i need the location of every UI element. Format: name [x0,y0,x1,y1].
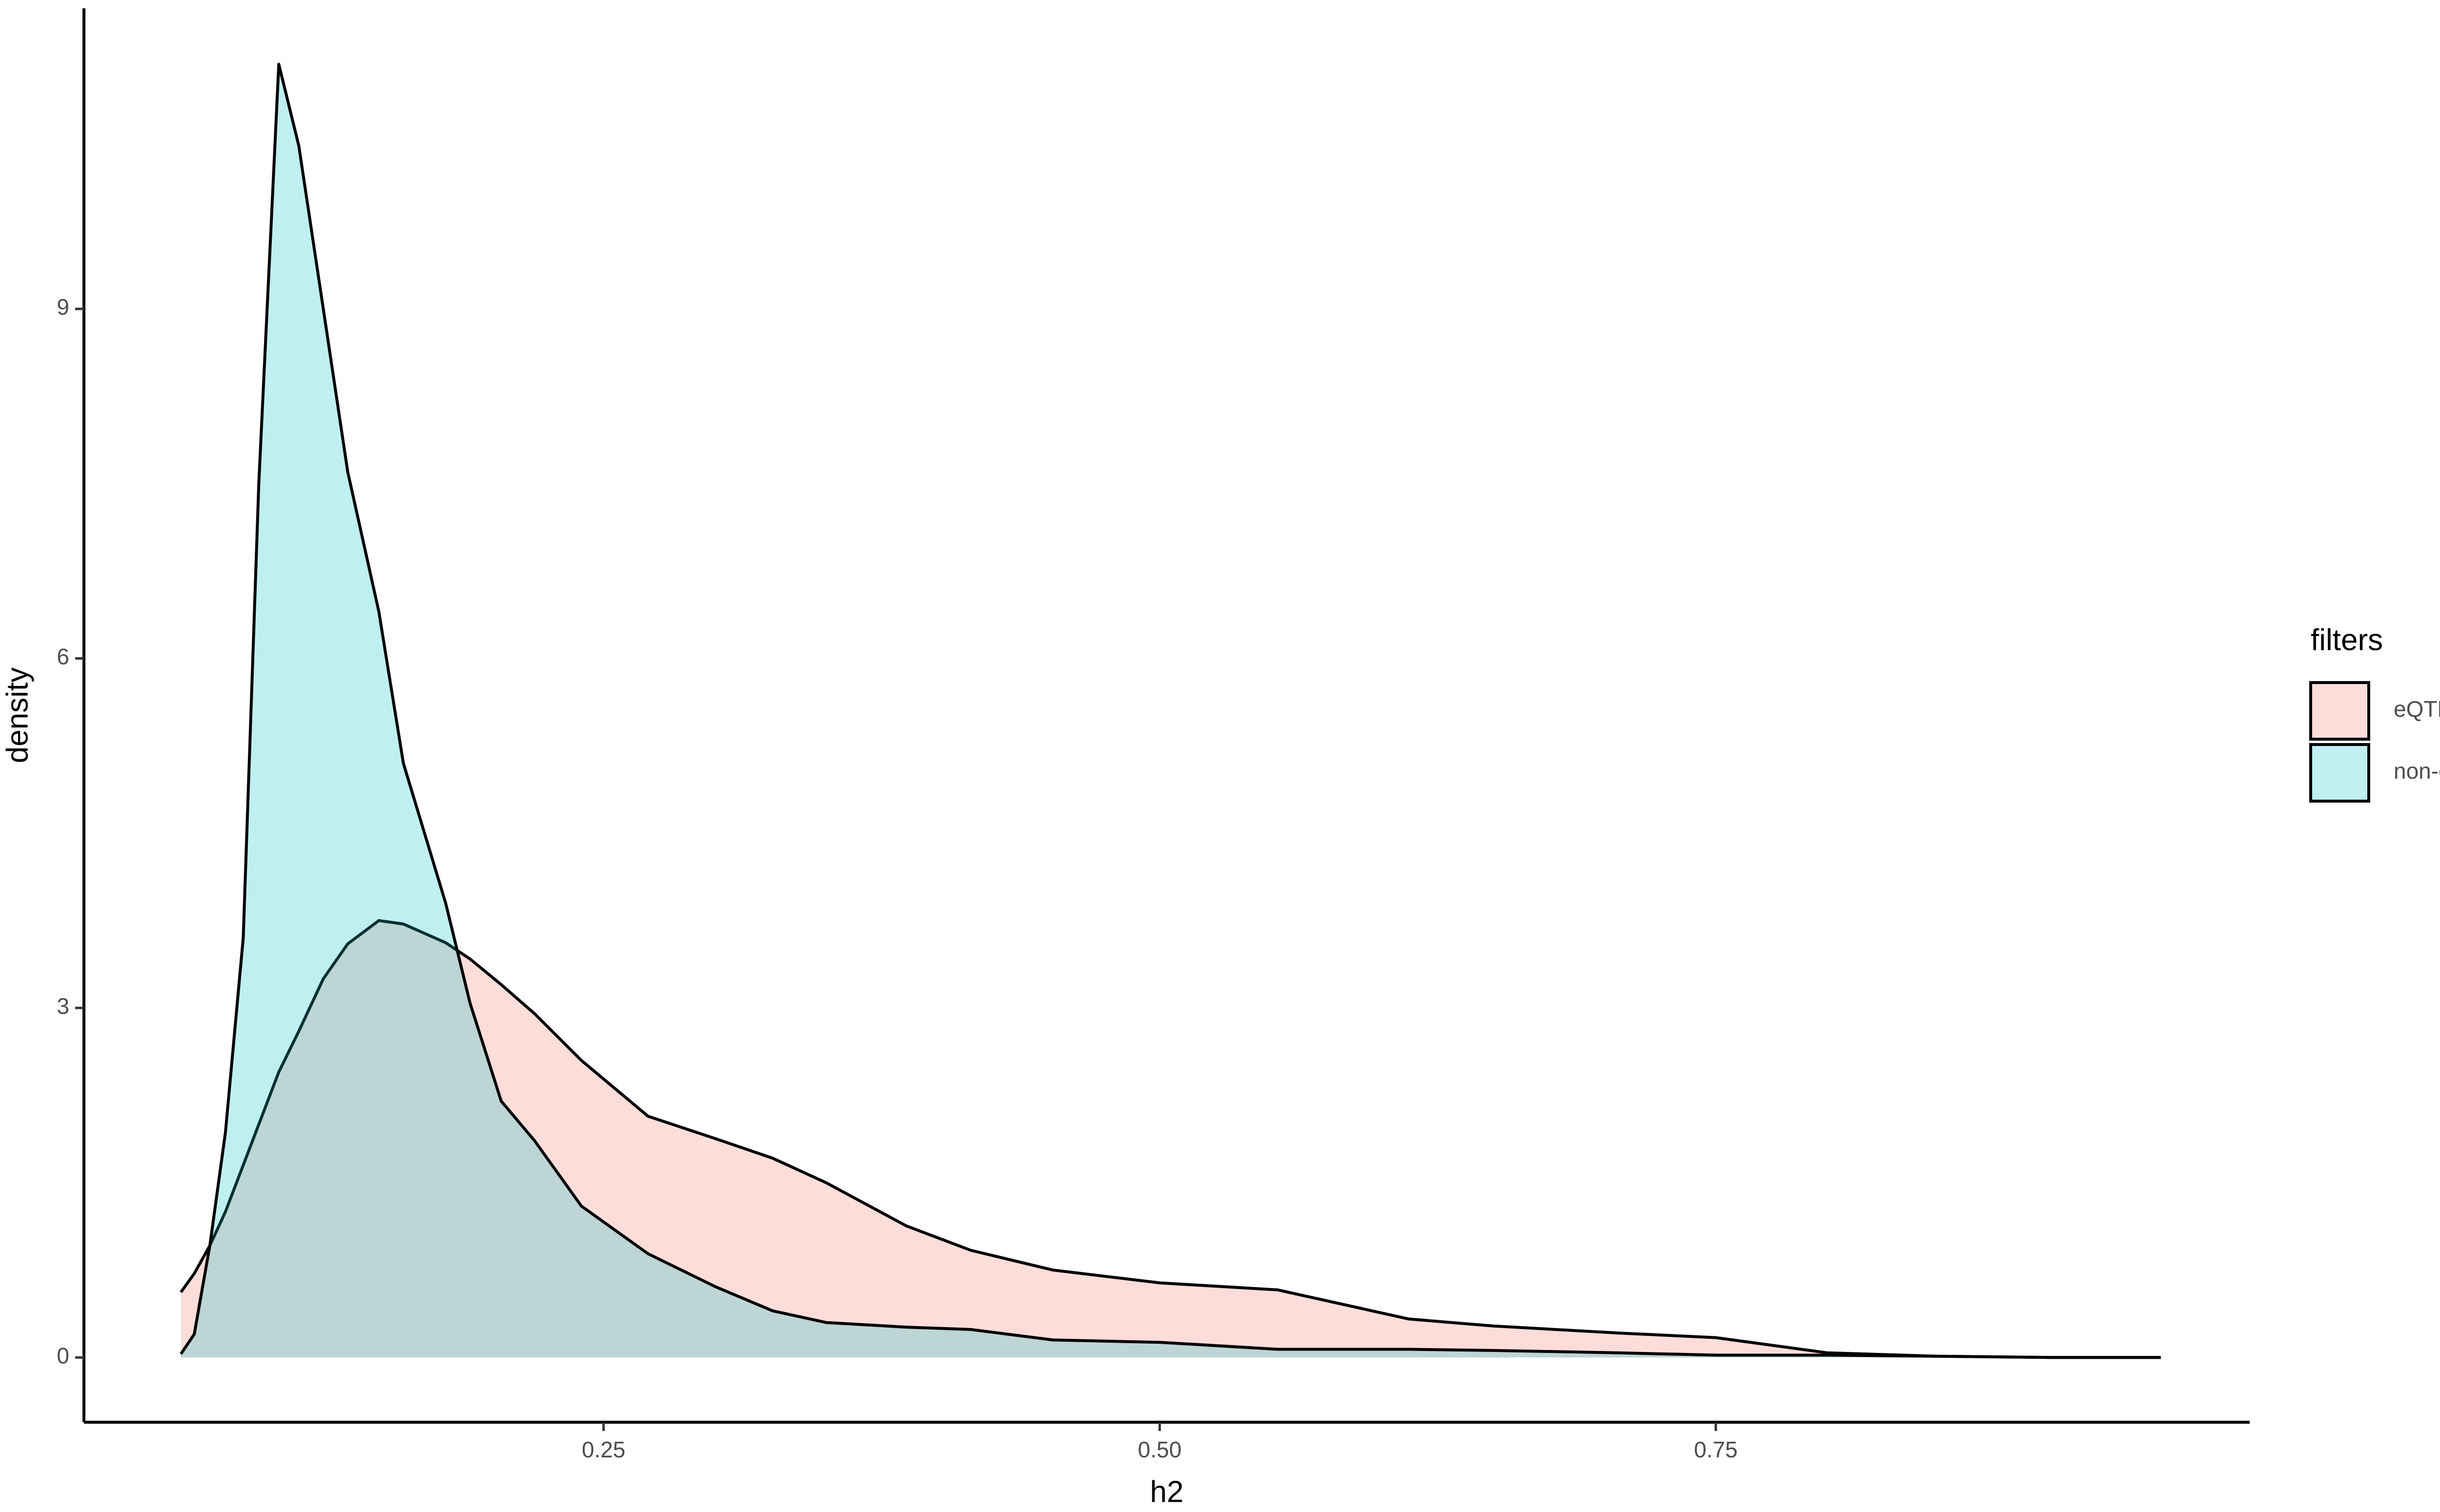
density-area [181,64,2161,1358]
x-tick-label: 0.25 [582,1437,626,1462]
density-line [180,919,2161,1359]
y-axis-title: density [0,667,34,763]
y-tick-label: 3 [57,993,69,1019]
y-tick-label: 0 [57,1343,69,1368]
legend-key [2309,743,2370,803]
x-tick-label: 0.50 [1138,1437,1182,1462]
legend-title: filters [2311,623,2383,657]
legend-label: eQTL [2394,696,2440,722]
density-area [181,920,2161,1358]
density-line [180,62,2161,1359]
y-tick-label: 6 [57,644,69,669]
legend-label: non-eQTL [2394,758,2440,784]
x-axis-title: h2 [1150,1475,1184,1509]
x-tick-label: 0.75 [1694,1437,1738,1462]
y-tick-label: 9 [57,294,69,320]
legend-key [2309,681,2370,741]
